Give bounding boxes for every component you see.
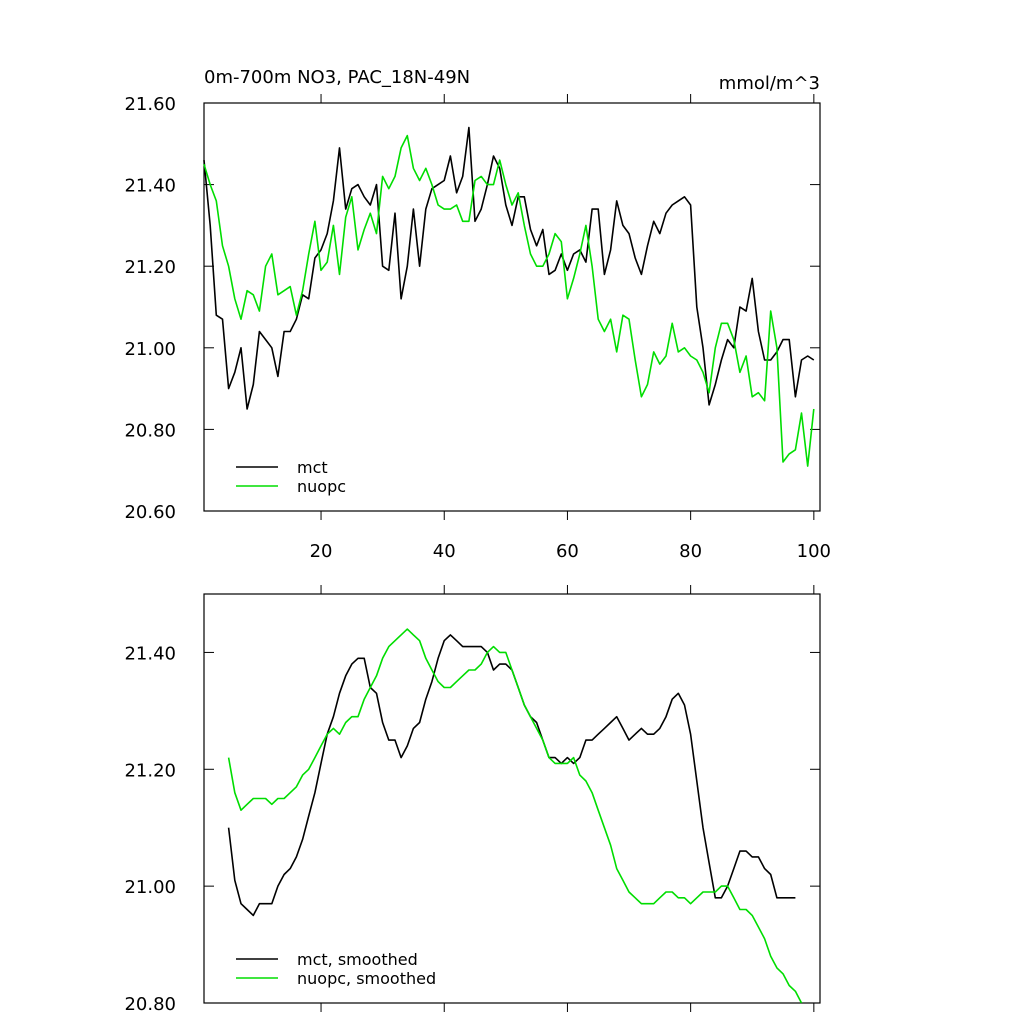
units-label: mmol/m^3 [719, 73, 820, 94]
y-tick-label: 21.20 [124, 760, 176, 781]
series-line [203, 134, 815, 467]
series-line [227, 628, 803, 1004]
x-tick-label: 40 [433, 541, 456, 562]
y-tick-label: 21.00 [124, 877, 176, 898]
y-tick-label: 21.60 [124, 94, 176, 115]
y-tick-label: 20.60 [124, 502, 176, 523]
y-tick-label: 20.80 [124, 420, 176, 441]
plot-frame [203, 102, 821, 512]
x-tick-label: 100 [797, 541, 831, 562]
chart-title: 0m-700m NO3, PAC_18N-49N [204, 67, 470, 88]
y-tick-label: 21.00 [124, 339, 176, 360]
y-tick-label: 21.20 [124, 257, 176, 278]
plot-frame [203, 593, 821, 1004]
legend-label: mct, smoothed [297, 950, 418, 969]
legend-label: mct [297, 458, 328, 477]
y-tick-label: 21.40 [124, 176, 176, 197]
y-tick-label: 21.40 [124, 643, 176, 664]
x-tick-label: 20 [310, 541, 333, 562]
series-line [203, 126, 815, 410]
legend-label: nuopc, smoothed [297, 969, 436, 988]
x-tick-label: 80 [679, 541, 702, 562]
x-tick-label: 60 [556, 541, 579, 562]
y-tick-label: 20.80 [124, 994, 176, 1015]
series-line [227, 634, 796, 917]
legend-label: nuopc [297, 477, 346, 496]
